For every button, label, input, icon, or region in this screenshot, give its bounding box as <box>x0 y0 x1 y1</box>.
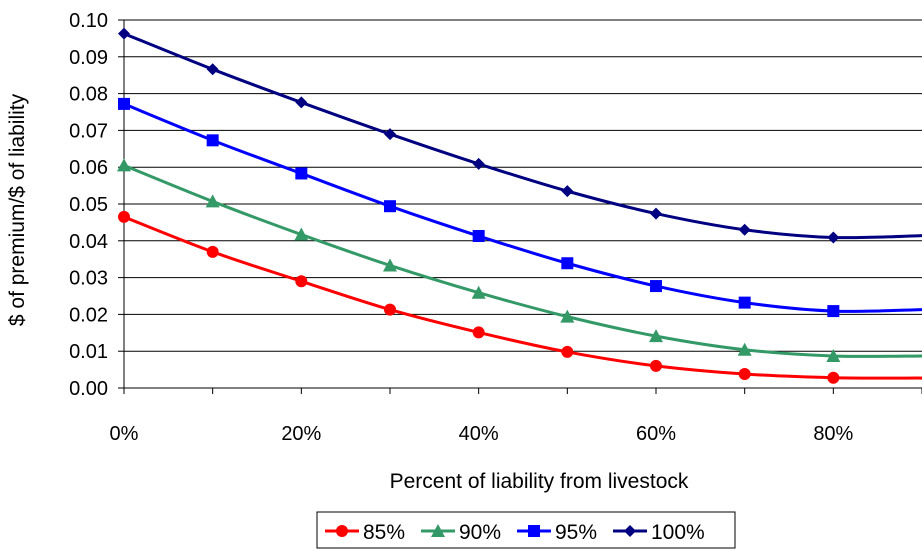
data-point-85pct <box>295 275 308 288</box>
data-point-95pct <box>384 200 396 213</box>
legend-swatch-marker <box>528 525 540 537</box>
data-point-100pct <box>827 231 840 244</box>
data-point-85pct <box>118 210 130 223</box>
data-point-90pct <box>117 158 131 172</box>
data-point-95pct <box>827 305 840 318</box>
data-point-85pct <box>472 326 485 339</box>
series-lines <box>123 32 922 380</box>
data-point-85pct <box>561 345 574 358</box>
x-tick-label: 20% <box>281 423 321 445</box>
gridlines <box>124 19 922 352</box>
data-point-85pct <box>206 245 219 258</box>
legend-swatch-marker <box>431 524 445 537</box>
x-axis-title: Percent of liability from livestock <box>390 470 689 493</box>
y-tick-label: 0.00 <box>69 378 108 400</box>
data-point-95pct <box>472 230 485 243</box>
series-line-90pct <box>123 163 922 358</box>
data-point-90pct <box>294 227 309 241</box>
y-axis-title: $ of premium/$ of liability <box>6 93 29 326</box>
y-tick-label: 0.06 <box>69 157 108 179</box>
y-tick-label: 0.10 <box>69 10 108 32</box>
legend-swatch-marker <box>624 525 636 537</box>
y-tick-label: 0.04 <box>69 231 108 253</box>
legend-label: 95% <box>555 521 597 544</box>
legend: 85% 90% 95% 100% <box>316 511 736 549</box>
data-point-95pct <box>738 296 751 309</box>
data-point-95pct <box>295 167 308 180</box>
data-point-85pct <box>384 303 396 316</box>
y-tick-label: 0.08 <box>69 84 108 106</box>
data-point-85pct <box>827 371 840 384</box>
legend-swatch-marker <box>336 525 348 537</box>
data-point-90pct <box>826 348 841 362</box>
data-point-95pct <box>118 97 130 110</box>
data-point-100pct <box>118 27 130 40</box>
data-point-100pct <box>561 185 574 198</box>
y-tick-label: 0.01 <box>69 341 108 363</box>
data-point-90pct <box>649 329 663 343</box>
data-point-90pct <box>383 258 397 272</box>
data-point-95pct <box>650 280 662 293</box>
x-tick-label: 80% <box>813 423 853 445</box>
data-point-85pct <box>738 368 751 381</box>
data-point-100pct <box>738 223 751 236</box>
data-point-100pct <box>295 96 308 109</box>
data-point-95pct <box>561 257 574 270</box>
data-point-95pct <box>206 134 219 147</box>
x-tick-label: 40% <box>459 423 499 445</box>
y-tick-label: 0.02 <box>69 304 108 326</box>
x-tick-label: 0% <box>110 423 139 445</box>
y-tick-label: 0.03 <box>69 268 108 290</box>
series-line-95pct <box>123 102 922 313</box>
data-point-100pct <box>384 128 396 141</box>
x-tick-label: 60% <box>636 423 676 445</box>
legend-label: 85% <box>363 521 405 544</box>
series-line-85pct <box>123 215 922 380</box>
data-point-85pct <box>650 359 662 372</box>
data-point-100pct <box>206 63 219 76</box>
legend-label: 100% <box>651 521 705 544</box>
data-point-100pct <box>650 207 662 220</box>
y-tick-label: 0.07 <box>69 120 108 142</box>
data-markers <box>117 27 841 384</box>
series-line-100pct <box>123 32 922 240</box>
data-point-90pct <box>560 309 575 323</box>
y-tick-label: 0.05 <box>69 194 108 216</box>
y-tick-label: 0.09 <box>69 47 108 69</box>
data-point-90pct <box>205 194 220 208</box>
legend-label: 90% <box>459 521 501 544</box>
data-point-100pct <box>472 157 485 170</box>
data-point-90pct <box>471 285 486 299</box>
data-point-90pct <box>737 342 752 356</box>
tick-labels: 0.00 0.01 0.02 0.03 0.04 0.05 0.06 0.07 0.08 0.09… <box>69 10 854 445</box>
axes <box>118 19 922 394</box>
